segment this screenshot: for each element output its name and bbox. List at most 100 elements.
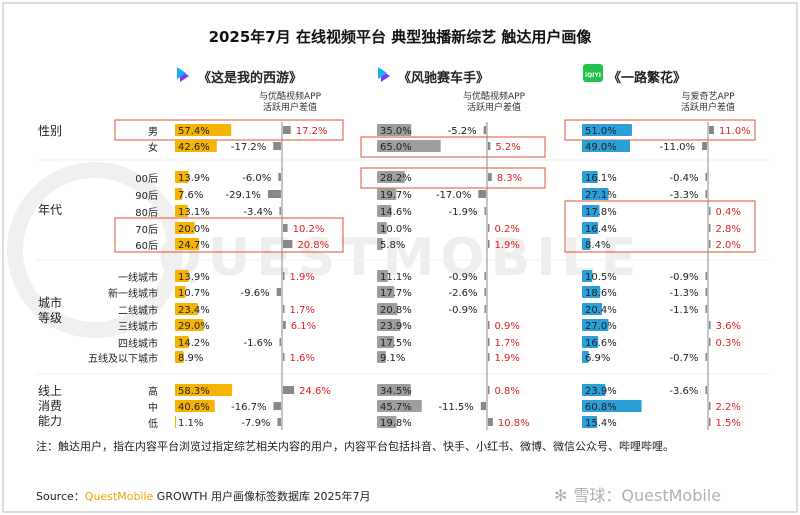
diff-label-2-14: 0.8% (495, 386, 520, 397)
bar-label-1-13: 8.9% (178, 353, 203, 364)
category-label-16: 低 (148, 419, 158, 430)
watermark-text: 雪球：QuestMobile (573, 486, 722, 505)
diff-label-3-13: -0.7% (669, 353, 698, 364)
bar-label-1-3: 13.9% (178, 173, 210, 184)
bar-3-10 (582, 303, 602, 315)
diff-label-2-5: -1.9% (448, 207, 477, 218)
bar-label-2-11: 23.9% (380, 321, 412, 332)
diff-bar-2-9 (484, 288, 486, 296)
diff-label-1-4: -29.1% (226, 190, 261, 201)
diff-label-3-5: 0.4% (716, 207, 741, 218)
compare-label-1-line1: 与优酷视频APP (258, 92, 321, 102)
bar-2-6 (377, 222, 387, 234)
bar-label-2-13: 9.1% (380, 353, 405, 364)
diff-bar-1-10 (283, 305, 285, 313)
bar-3-7 (582, 238, 591, 250)
background-watermark: QUESTMOBILE (158, 228, 642, 288)
bar-label-2-12: 17.5% (380, 338, 412, 349)
highlight-box-0 (114, 119, 344, 141)
diff-bar-1-11 (283, 321, 286, 329)
diff-bar-1-6 (283, 224, 288, 232)
bar-2-15 (377, 400, 422, 412)
bar-3-6 (582, 222, 599, 234)
diff-bar-3-6 (709, 224, 711, 232)
bar-2-1 (377, 124, 412, 136)
bar-label-3-10: 20.4% (585, 305, 617, 316)
highlight-box-3 (360, 167, 546, 189)
page-title: 2025年7月 在线视频平台 典型独播新综艺 触达用户画像 (208, 28, 592, 46)
diff-label-3-15: 2.2% (716, 402, 741, 413)
bar-1-7 (175, 238, 200, 250)
diff-bar-3-16 (709, 418, 711, 426)
diff-label-1-14: 24.6% (299, 386, 331, 397)
diff-bar-1-15 (273, 402, 281, 410)
bar-1-14 (175, 384, 233, 396)
iqiyi-logo-text: iQIYI (585, 72, 601, 79)
bar-3-13 (582, 351, 589, 363)
diff-bar-2-7 (488, 240, 490, 248)
bar-label-2-1: 35.0% (380, 126, 412, 137)
bar-label-3-5: 17.8% (585, 207, 617, 218)
diff-bar-3-10 (705, 305, 707, 313)
bar-1-3 (175, 171, 189, 183)
bar-label-3-2: 49.0% (585, 142, 617, 153)
bar-2-8 (377, 270, 388, 282)
diff-bar-1-2 (273, 142, 281, 150)
category-label-1: 男 (148, 127, 158, 138)
diff-label-2-3: 8.3% (497, 173, 522, 184)
bar-2-9 (377, 286, 395, 298)
bar-label-1-8: 13.9% (178, 272, 210, 283)
category-label-9: 新一线城市 (108, 289, 158, 300)
diff-label-1-7: 20.8% (297, 240, 329, 251)
diff-label-2-8: -0.9% (448, 272, 477, 283)
bar-label-3-1: 51.0% (585, 126, 617, 137)
diff-bar-1-3 (278, 173, 281, 181)
bar-label-1-11: 29.0% (178, 321, 210, 332)
group-label-2: 年代 (38, 203, 62, 218)
diff-bar-1-5 (279, 207, 281, 215)
show-title-3: 《一路繁花》 (608, 71, 687, 86)
diff-label-3-11: 3.6% (716, 321, 741, 332)
diff-bar-2-14 (488, 386, 490, 394)
bar-3-9 (582, 286, 601, 298)
diff-label-1-15: -16.7% (231, 402, 266, 413)
bar-2-13 (377, 351, 386, 363)
bar-2-3 (377, 171, 405, 183)
source-line: Source：QuestMobile GROWTH 用户画像标签数据库 2025… (36, 488, 371, 504)
bar-2-5 (377, 205, 392, 217)
bar-2-14 (377, 384, 411, 396)
compare-label-1: 与优酷视频APP 活跃用户差值 (225, 92, 355, 114)
diff-label-1-5: -3.4% (243, 207, 272, 218)
diff-label-2-10: -0.9% (448, 305, 477, 316)
bar-3-2 (582, 140, 631, 152)
diff-label-3-3: -0.4% (669, 173, 698, 184)
group-label-4-line-3: 能力 (38, 414, 63, 428)
diff-label-3-2: -11.0% (660, 142, 695, 153)
diff-bar-1-16 (277, 418, 281, 426)
diff-bar-3-9 (705, 288, 707, 296)
bar-1-8 (175, 270, 189, 282)
snowball-icon: ✻ (554, 486, 568, 505)
bar-2-16 (377, 416, 397, 428)
group-label-1-line-1: 性别 (38, 124, 63, 138)
diff-label-2-1: -5.2% (448, 126, 477, 137)
bar-label-1-10: 23.4% (178, 305, 210, 316)
diff-bar-2-2 (488, 142, 491, 150)
bar-1-15 (175, 400, 215, 412)
category-label-6: 70后 (135, 225, 158, 236)
diff-label-3-14: -3.6% (669, 386, 698, 397)
diff-label-3-8: -0.9% (669, 272, 698, 283)
diff-bar-1-9 (276, 288, 281, 296)
category-label-15: 中 (148, 403, 158, 414)
diff-bar-3-15 (709, 402, 711, 410)
diff-bar-3-7 (709, 240, 711, 248)
category-label-4: 90后 (135, 191, 158, 202)
bar-3-12 (582, 336, 599, 348)
group-label-3: 城市 等级 (38, 296, 62, 326)
group-label-4-line-1: 线上 (38, 384, 63, 398)
category-label-13: 五线及以下城市 (88, 354, 158, 365)
bar-label-2-10: 20.8% (380, 305, 412, 316)
bar-label-3-11: 27.0% (585, 321, 617, 332)
